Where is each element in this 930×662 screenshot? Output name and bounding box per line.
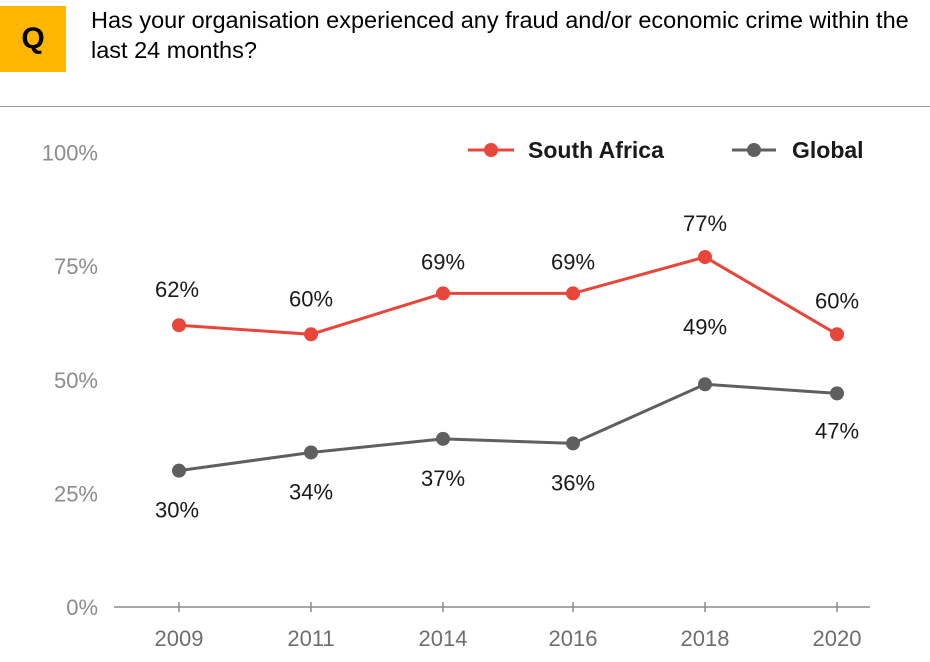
x-tick-label: 2018 xyxy=(681,626,730,651)
question-badge: Q xyxy=(0,6,66,72)
x-axis: 2009 2011 2014 2016 2018 2020 xyxy=(114,602,870,651)
legend-swatch-marker xyxy=(747,143,761,157)
chart-legend: South Africa Global xyxy=(468,137,864,163)
data-point xyxy=(698,377,712,392)
y-tick-label: 25% xyxy=(54,481,98,506)
chart-series: 62% 60% 69% 69% 77% 60% 30% 34% 37% 36% 49% 47% xyxy=(155,211,859,523)
data-point xyxy=(436,431,450,446)
y-axis: 0% 25% 50% 75% 100% xyxy=(42,141,98,621)
y-tick-label: 50% xyxy=(54,368,98,393)
y-tick-label: 0% xyxy=(66,595,98,620)
data-label: 69% xyxy=(421,249,465,274)
data-label: 37% xyxy=(421,466,465,491)
x-tick-label: 2011 xyxy=(287,626,334,651)
data-label: 47% xyxy=(815,418,859,443)
legend-swatch-marker xyxy=(484,143,498,157)
data-point xyxy=(172,463,186,478)
data-label: 36% xyxy=(551,470,595,495)
question-text: Has your organisation experienced any fr… xyxy=(91,7,909,63)
data-label: 60% xyxy=(289,286,333,311)
data-point xyxy=(566,436,580,451)
x-tick-label: 2014 xyxy=(419,626,468,651)
data-label: 62% xyxy=(155,277,199,302)
x-tick-label: 2020 xyxy=(813,626,862,651)
y-tick-label: 100% xyxy=(42,141,98,166)
data-label: 34% xyxy=(289,479,333,504)
data-point xyxy=(830,386,844,401)
header-divider xyxy=(0,106,930,107)
legend-label: Global xyxy=(792,137,864,163)
data-point xyxy=(304,327,318,342)
x-tick-label: 2009 xyxy=(155,626,204,651)
y-tick-label: 75% xyxy=(54,254,98,279)
series-line xyxy=(178,255,838,336)
data-point xyxy=(830,327,844,342)
data-point xyxy=(566,286,580,301)
series-line xyxy=(178,382,838,473)
data-label: 60% xyxy=(815,288,859,313)
legend-label: South Africa xyxy=(528,137,664,163)
x-tick-label: 2016 xyxy=(549,626,598,651)
data-point xyxy=(304,445,318,460)
data-point xyxy=(436,286,450,301)
data-label: 69% xyxy=(551,249,595,274)
data-label: 49% xyxy=(683,314,727,339)
data-point xyxy=(172,318,186,333)
question-badge-letter: Q xyxy=(21,22,45,55)
data-point xyxy=(698,250,712,265)
data-label: 77% xyxy=(683,211,727,236)
data-label: 30% xyxy=(155,498,199,523)
